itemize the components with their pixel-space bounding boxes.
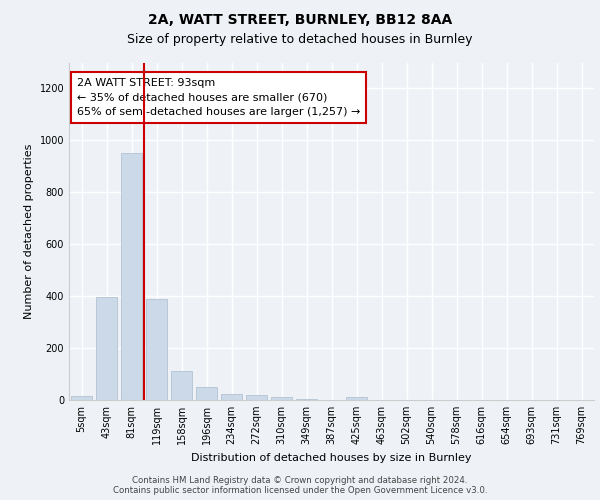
Bar bbox=[71, 396, 92, 400]
Bar bbox=[221, 394, 242, 400]
Bar bbox=[296, 398, 317, 400]
Text: Size of property relative to detached houses in Burnley: Size of property relative to detached ho… bbox=[127, 32, 473, 46]
Bar bbox=[246, 395, 267, 400]
Bar bbox=[121, 154, 142, 400]
Text: Contains HM Land Registry data © Crown copyright and database right 2024.: Contains HM Land Registry data © Crown c… bbox=[132, 476, 468, 485]
Text: Contains public sector information licensed under the Open Government Licence v3: Contains public sector information licen… bbox=[113, 486, 487, 495]
Text: 2A, WATT STREET, BURNLEY, BB12 8AA: 2A, WATT STREET, BURNLEY, BB12 8AA bbox=[148, 12, 452, 26]
Bar bbox=[171, 372, 192, 400]
Bar bbox=[146, 298, 167, 400]
X-axis label: Distribution of detached houses by size in Burnley: Distribution of detached houses by size … bbox=[191, 452, 472, 462]
Bar bbox=[346, 398, 367, 400]
Y-axis label: Number of detached properties: Number of detached properties bbox=[24, 144, 34, 319]
Text: 2A WATT STREET: 93sqm
← 35% of detached houses are smaller (670)
65% of semi-det: 2A WATT STREET: 93sqm ← 35% of detached … bbox=[77, 78, 360, 118]
Bar bbox=[196, 386, 217, 400]
Bar bbox=[271, 396, 292, 400]
Bar bbox=[96, 298, 117, 400]
